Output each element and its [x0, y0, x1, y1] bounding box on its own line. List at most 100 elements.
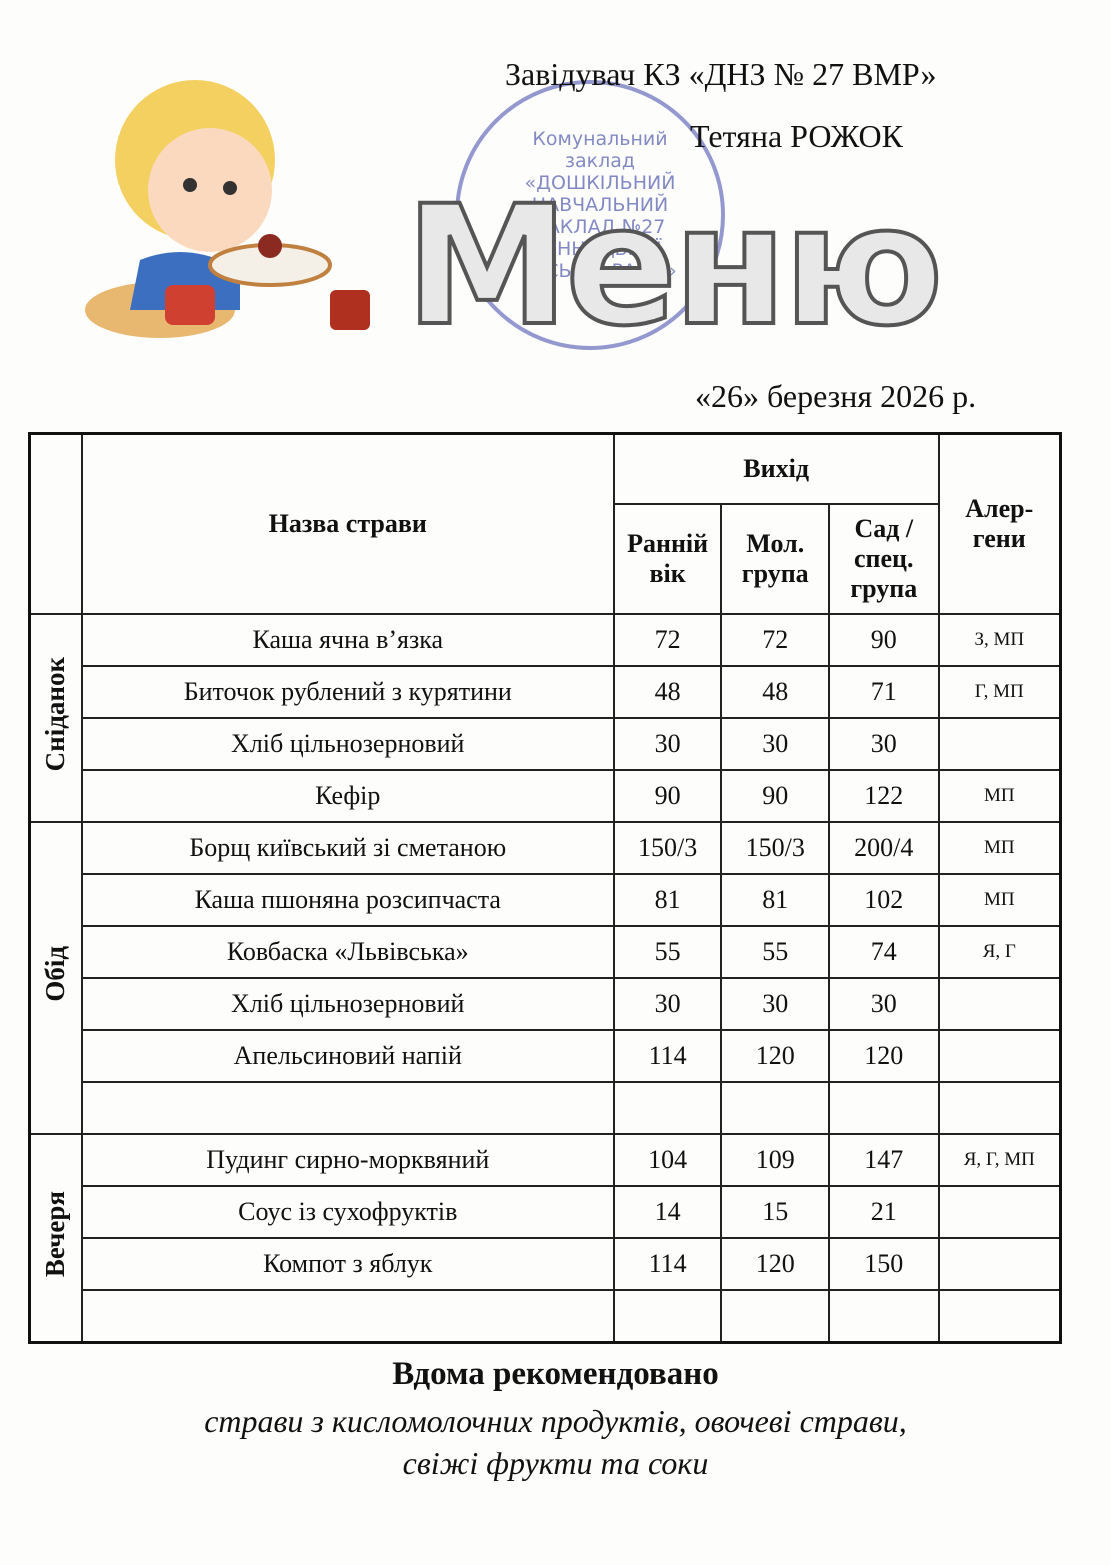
dish-name: Хліб цільнозерновий: [80, 716, 615, 771]
col-header: Сад / спец. група: [828, 502, 940, 615]
early: 90: [612, 768, 723, 823]
footer-text: страви з кисломолочних продуктів, овочев…: [0, 1400, 1111, 1484]
dish-name: Компот з яблук: [80, 1236, 615, 1291]
senior: 102: [828, 872, 940, 927]
allergens: [937, 1184, 1062, 1239]
early: 104: [612, 1132, 723, 1187]
junior: 30: [720, 976, 831, 1031]
senior: 90: [828, 612, 940, 667]
allergens: Я, Г: [937, 924, 1062, 979]
menu-row: Соус із сухофруктів 14 15 21: [30, 1184, 1062, 1239]
stamp-line: МІСЬКОЇ РАДИ»: [523, 260, 677, 282]
stamp-line: «ДОШКІЛЬНИЙ: [524, 172, 676, 194]
dish-name: Биточок рублений з курятини: [80, 664, 615, 719]
blank-cell: [937, 1288, 1062, 1343]
corner: [28, 432, 83, 615]
early: 150/3: [612, 820, 723, 875]
senior: 200/4: [828, 820, 940, 875]
junior: 150/3: [720, 820, 831, 875]
stamp-text: Комунальний заклад «ДОШКІЛЬНИЙ НАВЧАЛЬНИЙ ЗА…: [520, 128, 680, 282]
blank-cell: [937, 1080, 1062, 1135]
blank-cell: [80, 1288, 615, 1343]
approver-name: Тетяна РОЖОК: [690, 118, 903, 154]
dish-name: Кефір: [80, 768, 615, 823]
stamp: [455, 80, 725, 350]
allergens: Г, МП: [937, 664, 1062, 719]
junior: 120: [720, 1028, 831, 1083]
junior: 15: [720, 1184, 831, 1239]
early: 48: [612, 664, 723, 719]
blank-cell: [720, 1080, 831, 1135]
blank-cell: [828, 1080, 940, 1135]
section-name: Сніданок: [40, 656, 71, 772]
junior: 120: [720, 1236, 831, 1291]
early: 81: [612, 872, 723, 927]
stamp-line: заклад: [564, 150, 636, 172]
senior: 150: [828, 1236, 940, 1291]
menu-row: Сніданок Каша ячна в’язка 72 72 90 З, МП: [28, 612, 1062, 823]
senior: 122: [828, 768, 940, 823]
menu-title: Меню: [403, 168, 946, 364]
blank-cell: [612, 1080, 723, 1135]
menu-row: Компот з яблук 114 120 150: [30, 1236, 1062, 1291]
junior: 72: [720, 612, 831, 667]
allergens: [937, 1236, 1062, 1291]
allergens: МП: [937, 768, 1062, 823]
col-header: Назва страви: [80, 432, 615, 615]
stamp-line: НАВЧАЛЬНИЙ: [531, 194, 669, 216]
blank-cell: [828, 1288, 940, 1343]
dish-name: Пудинг сирно-морквяний: [80, 1132, 615, 1187]
allergens: [937, 976, 1062, 1031]
early: 30: [612, 976, 723, 1031]
early: 30: [612, 716, 723, 771]
menu-table: Назва страви Вихід Алер- гени Ранній вік…: [28, 432, 1062, 1344]
section-label: Обід: [28, 820, 83, 1135]
menu-row: Биточок рублений з курятини 48 48 71 Г, МП: [30, 664, 1062, 719]
dish-name: Соус із сухофруктів: [80, 1184, 615, 1239]
junior: 90: [720, 768, 831, 823]
date: «26» березня 2026 р.: [695, 378, 977, 414]
section-label: Вечеря: [28, 1132, 83, 1343]
senior: 30: [828, 716, 940, 771]
col-header: Алер- гени: [937, 432, 1062, 615]
section-name: Обід: [40, 946, 71, 1002]
dish-name: Борщ київський зі сметаною: [80, 820, 615, 875]
senior: 71: [828, 664, 940, 719]
junior: 109: [720, 1132, 831, 1187]
allergens: МП: [937, 820, 1062, 875]
senior: 30: [828, 976, 940, 1031]
footer-title: Вдома рекомендовано: [392, 1356, 719, 1392]
early: 72: [612, 612, 723, 667]
stamp-line: ЗАКЛАД №27: [534, 216, 666, 238]
menu-row: Обід Борщ київський зі сметаною 150/3 150/3…: [28, 820, 1062, 1135]
allergens: [937, 1028, 1062, 1083]
table-body: Сніданок Каша ячна в’язка 72 72 90 З, МП Биточ…: [28, 612, 1062, 1343]
early: 114: [612, 1028, 723, 1083]
allergens: МП: [937, 872, 1062, 927]
senior: 74: [828, 924, 940, 979]
menu-row: Вечеря Пудинг сирно-морквяний 104 109 147 Я, …: [28, 1132, 1062, 1343]
blank-row: [30, 1288, 1062, 1343]
dish-name: Хліб цільнозерновий: [80, 976, 615, 1031]
dish-name: Апельсиновий напій: [80, 1028, 615, 1083]
junior: 30: [720, 716, 831, 771]
allergens: [937, 716, 1062, 771]
menu-row: Апельсиновий напій 114 120 120: [30, 1028, 1062, 1083]
early: 114: [612, 1236, 723, 1291]
approver: Завідувач КЗ «ДНЗ № 27 ВМР»: [505, 56, 937, 92]
dish-name: Ковбаска «Львівська»: [80, 924, 615, 979]
senior: 21: [828, 1184, 940, 1239]
col-header: Вихід: [612, 432, 940, 505]
blank-cell: [612, 1288, 723, 1343]
section-label: Сніданок: [28, 612, 83, 823]
stamp-line: Комунальний: [532, 128, 668, 150]
senior: 120: [828, 1028, 940, 1083]
allergens: З, МП: [937, 612, 1062, 667]
dish-name: Каша пшоняна розсипчаста: [80, 872, 615, 927]
menu-row: Хліб цільнозерновий 30 30 30: [30, 976, 1062, 1031]
footer-line: свіжі фрукти та соки: [402, 1445, 709, 1481]
blank-row: [30, 1080, 1062, 1135]
blank-cell: [720, 1288, 831, 1343]
col-header: Ранній вік: [612, 502, 723, 615]
